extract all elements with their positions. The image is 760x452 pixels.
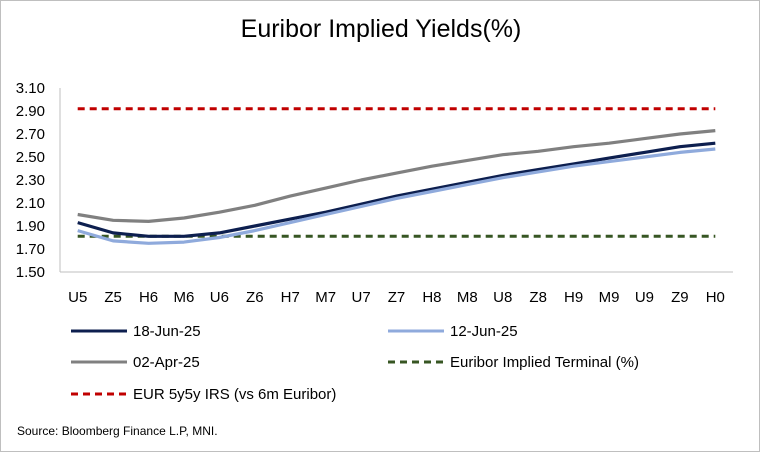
x-tick-label: H6 [139, 289, 158, 306]
legend-label: EUR 5y5y IRS (vs 6m Euribor) [133, 386, 336, 403]
legend-label: 18-Jun-25 [133, 323, 201, 340]
chart-plot: 3.10 2.90 2.70 2.50 2.30 2.10 1.90 1.70 1.50 U5 Z… [16, 80, 733, 403]
y-tick-label: 3.10 [16, 80, 45, 97]
series-line-1 [77, 147, 716, 245]
source-note: Source: Bloomberg Finance L.P, MNI. [17, 424, 218, 438]
y-tick-labels: 3.10 2.90 2.70 2.50 2.30 2.10 1.90 1.70 1.50 [16, 80, 45, 281]
chart-title: Euribor Implied Yields(%) [240, 15, 522, 43]
x-tick-labels: U5 Z5 H6 M6 U6 Z6 H7 M7 U7 Z7 H8 M8 U8 Z8 H9 M9 U9 Z9 H0 [68, 289, 725, 306]
x-tick-label: U9 [635, 289, 654, 306]
y-tick-label: 2.10 [16, 195, 45, 212]
x-tick-label: M9 [599, 289, 620, 306]
y-tick-label: 2.90 [16, 103, 45, 120]
x-tick-label: Z7 [388, 289, 406, 306]
x-tick-label: H7 [281, 289, 300, 306]
series-lines [77, 107, 716, 245]
y-tick-label: 1.90 [16, 218, 45, 235]
x-tick-label: Z6 [246, 289, 264, 306]
legend-label: 12-Jun-25 [450, 323, 518, 340]
x-tick-label: M6 [174, 289, 195, 306]
x-tick-label: H0 [706, 289, 725, 306]
y-tick-label: 2.30 [16, 172, 45, 189]
x-tick-label: H9 [564, 289, 583, 306]
y-tick-label: 2.50 [16, 149, 45, 166]
x-tick-label: U6 [210, 289, 229, 306]
legend-label: Euribor Implied Terminal (%) [450, 354, 639, 371]
x-tick-label: U5 [68, 289, 87, 306]
x-tick-label: U7 [351, 289, 370, 306]
series-line-0 [77, 141, 716, 238]
x-tick-label: Z5 [104, 289, 122, 306]
x-tick-label: Z8 [529, 289, 547, 306]
legend-label: 02-Apr-25 [133, 354, 200, 371]
y-tick-label: 1.70 [16, 241, 45, 258]
x-tick-label: M7 [315, 289, 336, 306]
x-tick-label: Z9 [671, 289, 689, 306]
x-tick-label: H8 [422, 289, 441, 306]
y-tick-label: 2.70 [16, 126, 45, 143]
x-tick-label: M8 [457, 289, 478, 306]
y-tick-label: 1.50 [16, 264, 45, 281]
x-tick-label: U8 [493, 289, 512, 306]
legend: 18-Jun-25 12-Jun-25 02-Apr-25 Euribor Impli… [71, 323, 639, 403]
series-line-2 [77, 129, 716, 223]
